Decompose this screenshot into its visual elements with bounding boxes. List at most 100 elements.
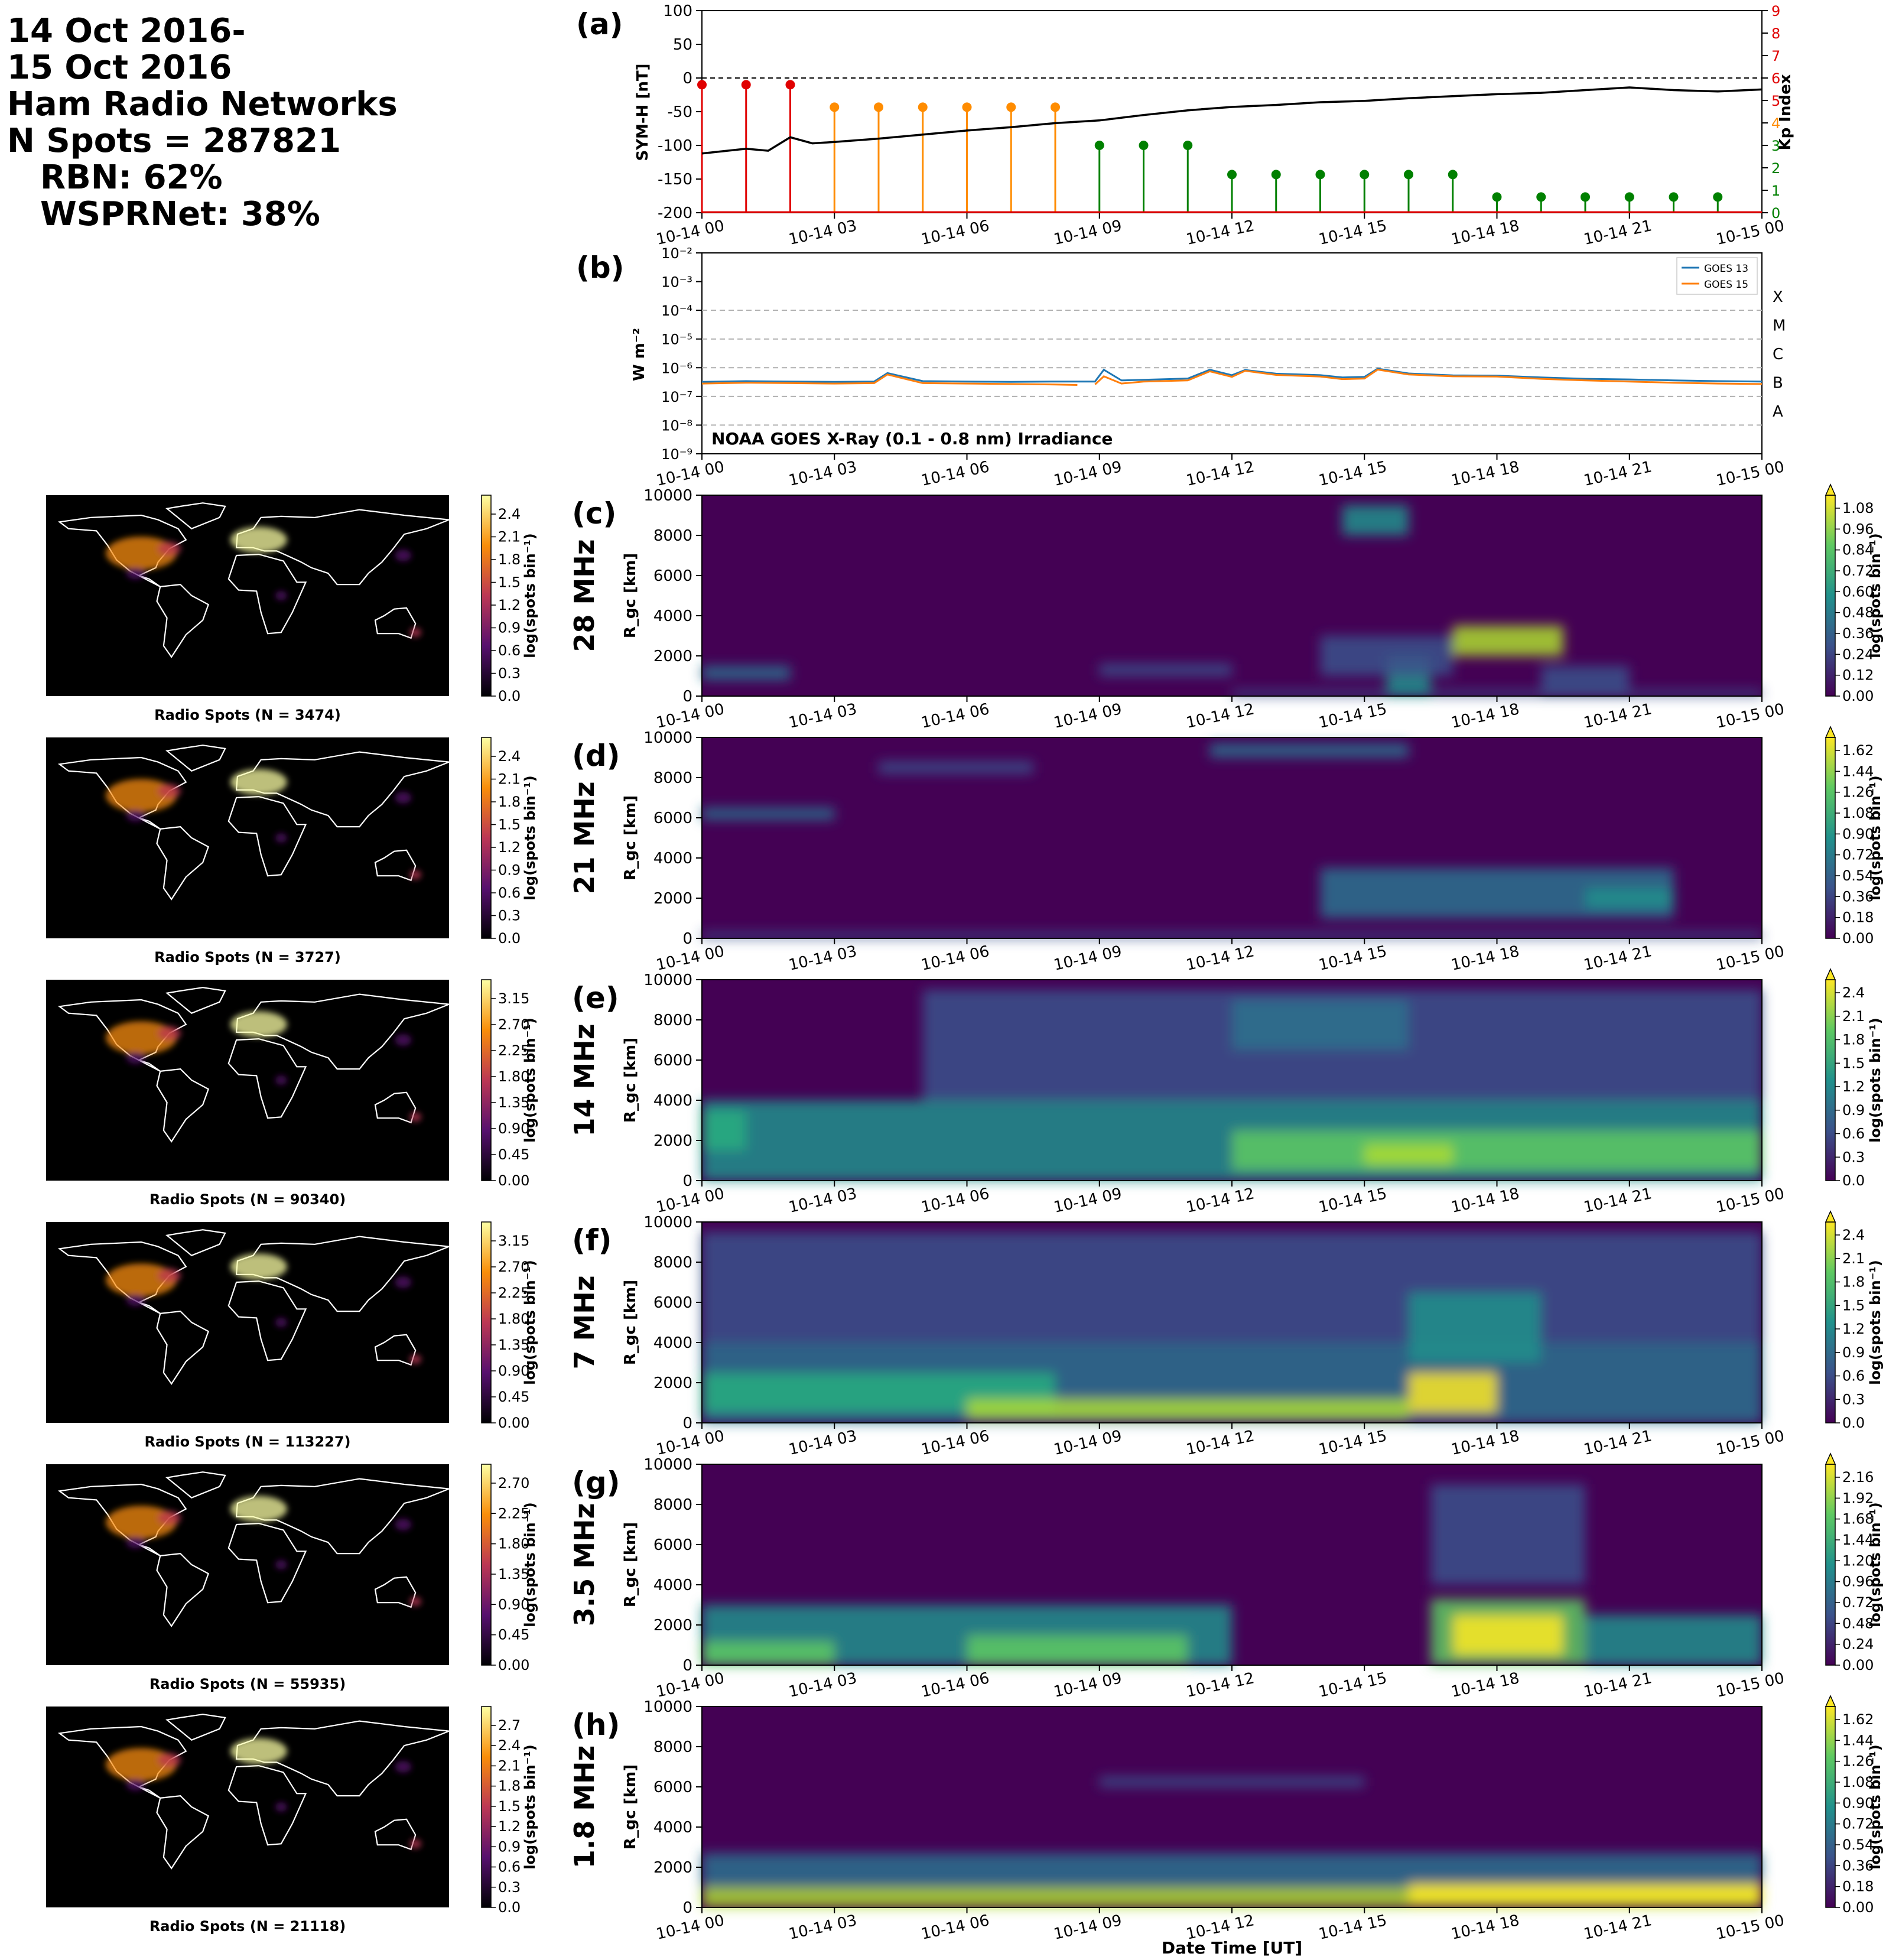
kp-y-tick-label: 6	[1771, 70, 1780, 87]
colorbar-label: log(spots bin⁻¹)	[1867, 775, 1884, 901]
map-coastline	[156, 1068, 210, 1143]
panel-b-x-tick-label: 10-14 03	[787, 458, 859, 490]
panel-b-x-tick-label: 10-14 06	[919, 458, 991, 490]
flare-class-label: B	[1773, 375, 1783, 392]
panel-4-x-tick-label: 10-14 15	[1317, 1669, 1389, 1701]
map-background	[46, 1707, 449, 1907]
panel-label: (f)	[572, 1223, 612, 1257]
map-background	[46, 495, 449, 696]
colorbar-tick-label: 1.08	[1842, 805, 1874, 821]
colorbar-label: log(spots bin⁻¹)	[1867, 1502, 1884, 1627]
heatmap-panel: 0 2000 4000 6000 8000 10000 R_gc [km] 28 MHz (c)…	[46, 483, 1884, 723]
map-colorbar-tick-label: 2.25	[498, 1505, 529, 1522]
kp-axis-label: Kp Index	[1777, 74, 1794, 150]
range-y-tick-label: 0	[682, 930, 692, 948]
map-coastline	[165, 745, 226, 772]
header-date-end: 15 Oct 2016	[7, 48, 232, 87]
map-spot-cluster	[157, 1268, 181, 1283]
map-spot-cluster	[275, 1802, 287, 1812]
map-spot-cluster	[409, 1597, 422, 1607]
panel-b-x-tick-label: 10-15 00	[1715, 458, 1786, 490]
panel-3-x-tick-label: 10-14 15	[1317, 1427, 1389, 1459]
colorbar-tick-label: 0.3	[1842, 1149, 1865, 1165]
flare-class-label: A	[1773, 403, 1783, 421]
colorbar-tick-label: 0.60	[1842, 583, 1874, 600]
colorbar-extend-arrow	[1825, 1210, 1836, 1223]
map-colorbar-tick-label: 1.80	[498, 1311, 529, 1327]
panel-b-x-tick-label: 10-14 15	[1317, 458, 1389, 490]
panel-2-x-tick-label: 10-14 09	[1052, 1185, 1124, 1217]
colorbar-tick-label: 0.96	[1842, 521, 1874, 537]
legend-goes15-label: GOES 15	[1704, 279, 1748, 291]
panel-label: (g)	[572, 1465, 620, 1500]
kp-y-tick-label: 8	[1771, 25, 1780, 42]
map-colorbar-tick-label: 0.90	[498, 1596, 529, 1613]
heatmap-cell	[1541, 666, 1630, 696]
kp-marker	[1271, 170, 1281, 180]
colorbar-tick-label: 0.72	[1842, 1594, 1874, 1611]
map-colorbar-tick-label: 1.35	[498, 1094, 529, 1111]
map-background	[46, 980, 449, 1181]
header-networks: Ham Radio Networks	[7, 85, 398, 123]
range-y-tick-label: 4000	[653, 1577, 692, 1594]
kp-marker	[1006, 102, 1016, 112]
range-axis-label: R_gc [km]	[622, 1522, 639, 1607]
band-label: 3.5 MHz	[568, 1503, 600, 1627]
map-colorbar-tick-label: 0.90	[498, 1120, 529, 1137]
range-y-tick-label: 2000	[653, 1374, 692, 1392]
range-y-tick-label: 4000	[653, 850, 692, 867]
range-y-tick-label: 2000	[653, 648, 692, 665]
colorbar-tick-label: 2.4	[1842, 1227, 1865, 1243]
colorbar-tick-label: 1.44	[1842, 1532, 1874, 1548]
colorbar-label: log(spots bin⁻¹)	[1867, 533, 1884, 658]
panel-a-x-tick-label: 10-14 12	[1185, 217, 1256, 249]
band-label: 28 MHz	[568, 539, 600, 652]
map-colorbar-label: log(spots bin⁻¹)	[522, 775, 538, 901]
colorbar-tick-label: 1.62	[1842, 742, 1874, 759]
range-y-tick-label: 6000	[653, 1779, 692, 1796]
panel-a-label: (a)	[576, 7, 623, 41]
panel-3-x-tick-label: 10-15 00	[1715, 1427, 1786, 1459]
heatmap-panel: 0 2000 4000 6000 8000 10000 R_gc [km] 14 MHz (e)…	[46, 968, 1884, 1208]
map-title: Radio Spots (N = 3727)	[154, 949, 341, 966]
kp-marker	[1713, 192, 1723, 202]
map-spot-cluster	[106, 1506, 177, 1539]
colorbar-tick-label: 0.00	[1842, 1899, 1874, 1916]
kp-marker	[1581, 192, 1590, 202]
heatmap-cell	[702, 808, 835, 820]
map-colorbar-tick-label: 1.2	[498, 597, 521, 613]
map-colorbar-label: log(spots bin⁻¹)	[522, 533, 538, 658]
map-colorbar-tick-label: 3.15	[498, 990, 529, 1007]
range-y-tick-label: 2000	[653, 1859, 692, 1877]
kp-marker	[962, 102, 972, 112]
heatmap-density	[702, 505, 1762, 696]
symh-y-tick-label: -150	[658, 171, 692, 188]
panel-b-x-tick-label: 10-14 00	[655, 458, 726, 490]
range-y-tick-label: 0	[682, 1415, 692, 1432]
map-spot-density	[106, 1496, 422, 1607]
map-coastline	[227, 1280, 307, 1361]
panel-b-label: (b)	[576, 251, 625, 285]
colorbar-tick-label: 2.16	[1842, 1469, 1874, 1486]
map-spot-cluster	[395, 1034, 412, 1046]
range-y-tick-label: 0	[682, 1899, 692, 1917]
panel-a-x-tick-label: 10-14 09	[1052, 217, 1124, 249]
heatmap-cell	[967, 1635, 1188, 1665]
heatmap-colorbar	[1825, 1221, 1836, 1423]
colorbar-tick-label: 0.6	[1842, 1368, 1865, 1384]
range-y-tick-label: 8000	[653, 527, 692, 545]
map-colorbar-tick-label: 3.15	[498, 1233, 529, 1249]
map-spot-cluster	[275, 591, 287, 600]
heatmap-cell	[1430, 1484, 1585, 1585]
map-spot-cluster	[275, 1318, 287, 1327]
colorbar-tick-label: 1.2	[1842, 1321, 1865, 1337]
flare-class-label: X	[1773, 288, 1783, 306]
colorbar-tick-label: 1.26	[1842, 784, 1874, 801]
map-colorbar-tick-label: 0.9	[498, 1838, 521, 1855]
heatmap-panel: 0 2000 4000 6000 8000 10000 R_gc [km] 21 MHz (d)…	[46, 726, 1884, 966]
kp-marker	[1183, 141, 1193, 150]
heatmap-density	[702, 1484, 1762, 1665]
map-spot-density	[106, 1253, 422, 1364]
range-y-tick-label: 6000	[653, 1052, 692, 1070]
map-colorbar-tick-label: 0.9	[498, 620, 521, 636]
